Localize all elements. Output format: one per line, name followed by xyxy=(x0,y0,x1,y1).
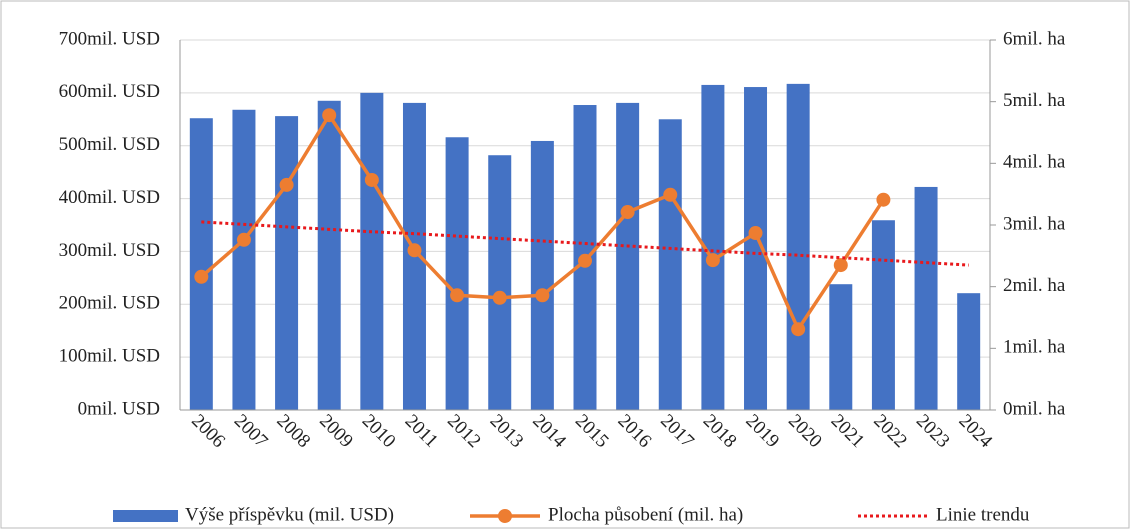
legend-swatch xyxy=(113,510,178,522)
line-point xyxy=(833,258,848,273)
line-point xyxy=(791,322,806,337)
line-point xyxy=(535,288,550,303)
bar xyxy=(488,155,512,410)
bar xyxy=(232,109,256,411)
line-point xyxy=(279,177,294,192)
y-tick-label: 200mil. USD xyxy=(59,293,160,314)
y2-tick-label: 1mil. ha xyxy=(1003,337,1066,358)
bar xyxy=(616,102,640,411)
bar xyxy=(829,284,853,410)
bar xyxy=(701,84,725,410)
bar xyxy=(744,87,768,411)
y2-tick-label: 5mil. ha xyxy=(1003,90,1066,111)
y-tick-label: 300mil. USD xyxy=(59,240,160,261)
bar xyxy=(957,293,981,410)
y-tick-label: 100mil. USD xyxy=(59,346,160,367)
x-tick-label: 2020 xyxy=(784,410,826,452)
x-tick-label: 2024 xyxy=(955,410,997,452)
bar xyxy=(189,118,213,410)
y-tick-label: 400mil. USD xyxy=(59,187,160,208)
y2-tick-label: 3mil. ha xyxy=(1003,213,1066,234)
y-tick-label: 600mil. USD xyxy=(59,81,160,102)
x-tick-label: 2018 xyxy=(699,410,741,452)
line-point xyxy=(492,290,507,305)
bar xyxy=(871,220,895,410)
x-tick-label: 2015 xyxy=(571,410,613,452)
x-tick-label: 2017 xyxy=(656,410,698,452)
line-point xyxy=(322,108,337,123)
x-tick-label: 2006 xyxy=(187,410,229,452)
line-point xyxy=(450,288,465,303)
line-point xyxy=(364,172,379,187)
x-tick-label: 2013 xyxy=(486,410,528,452)
x-tick-label: 2016 xyxy=(614,410,656,452)
x-tick-label: 2012 xyxy=(443,410,485,452)
legend-label: Plocha působení (mil. ha) xyxy=(548,504,743,525)
y2-tick-label: 4mil. ha xyxy=(1003,152,1066,173)
line-point xyxy=(705,253,720,268)
y-tick-label: 0mil. USD xyxy=(78,398,160,419)
line-point xyxy=(578,253,592,268)
x-tick-label: 2007 xyxy=(230,410,272,452)
y2-tick-label: 0mil. ha xyxy=(1003,398,1066,419)
bar xyxy=(275,116,299,410)
line-point xyxy=(407,243,422,258)
bar xyxy=(445,137,469,410)
line-point xyxy=(663,187,678,202)
line-point xyxy=(748,226,763,241)
bar xyxy=(914,186,938,410)
bar xyxy=(317,100,341,411)
bar xyxy=(360,92,384,410)
legend-marker xyxy=(498,509,512,523)
x-tick-label: 2010 xyxy=(358,410,400,452)
y-tick-label: 500mil. USD xyxy=(59,134,160,155)
x-tick-label: 2023 xyxy=(912,410,954,452)
trend-line xyxy=(201,220,969,267)
x-tick-label: 2011 xyxy=(401,411,442,452)
bar xyxy=(530,140,554,410)
legend-label: Výše příspěvku (mil. USD) xyxy=(185,504,394,525)
line-point xyxy=(194,269,209,284)
x-tick-label: 2014 xyxy=(528,410,570,452)
x-tick-label: 2019 xyxy=(741,410,783,452)
x-tick-label: 2009 xyxy=(315,410,357,452)
y2-tick-label: 2mil. ha xyxy=(1003,275,1066,296)
line-point xyxy=(876,192,891,207)
bar xyxy=(658,119,682,411)
line-point xyxy=(236,232,251,247)
bar xyxy=(786,83,810,410)
x-tick-label: 2008 xyxy=(273,410,315,452)
legend-label: Linie trendu xyxy=(936,504,1030,525)
x-tick-label: 2022 xyxy=(869,410,911,452)
x-tick-label: 2021 xyxy=(827,410,869,452)
y2-tick-label: 6mil. ha xyxy=(1003,28,1066,49)
line-point xyxy=(620,205,635,220)
y-tick-label: 700mil. USD xyxy=(59,28,160,49)
